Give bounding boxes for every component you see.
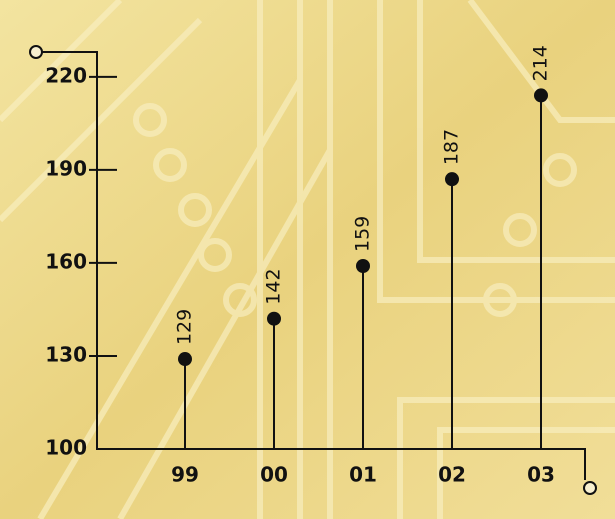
page: {"chart_data": {"type": "lollipop", "cat… <box>0 0 615 519</box>
x-tick-label: 02 <box>438 463 466 487</box>
axis-end <box>584 482 596 494</box>
value-label: 214 <box>530 45 552 81</box>
y-tick-label: 160 <box>45 249 87 273</box>
dot <box>534 88 548 102</box>
dot <box>445 172 459 186</box>
value-label: 187 <box>441 129 463 165</box>
dot <box>267 312 281 326</box>
dot <box>356 259 370 273</box>
x-tick-label: 00 <box>260 463 288 487</box>
value-label: 159 <box>352 216 374 252</box>
x-tick-label: 01 <box>349 463 377 487</box>
value-label: 129 <box>174 309 196 345</box>
value-label: 142 <box>263 268 285 304</box>
y-tick-label: 100 <box>45 436 87 460</box>
x-tick-label: 03 <box>527 463 555 487</box>
y-tick-label: 220 <box>45 63 87 87</box>
axis-end <box>30 46 42 58</box>
y-tick-label: 190 <box>45 156 87 180</box>
chart: 100 130 160 190 220 99 129 00 142 01 159 02 187 03 214 <box>0 0 615 519</box>
x-tick-label: 99 <box>171 463 199 487</box>
dot <box>178 352 192 366</box>
y-tick-label: 130 <box>45 342 87 366</box>
